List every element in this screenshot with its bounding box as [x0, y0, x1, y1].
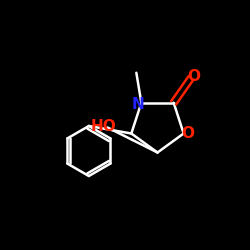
Text: N: N [131, 96, 144, 112]
Text: O: O [187, 69, 200, 84]
Text: O: O [181, 126, 194, 141]
Text: HO: HO [91, 119, 117, 134]
